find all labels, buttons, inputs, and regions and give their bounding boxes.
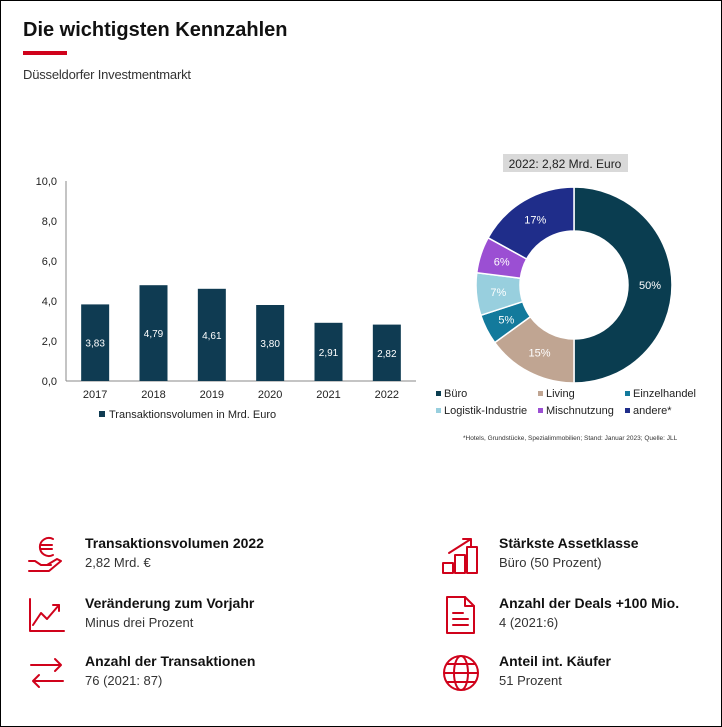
slice-value-label: 7% (490, 287, 506, 299)
y-tick-label: 0,0 (42, 376, 57, 388)
y-tick-label: 8,0 (42, 216, 57, 228)
x-tick-label: 2018 (141, 389, 165, 401)
kpi-label: Anteil int. Käufer (499, 653, 612, 669)
kpi-value: Minus drei Prozent (85, 615, 194, 630)
x-tick-label: 2020 (258, 389, 282, 401)
legend-swatch (625, 408, 630, 413)
donut-footnote: *Hotels, Grundstücke, Spezialimmobilien;… (463, 435, 678, 442)
kpi-label: Transaktionsvolumen 2022 (85, 535, 264, 551)
bar (81, 304, 110, 381)
kpi-value: 76 (2021: 87) (85, 673, 163, 688)
donut-chart: 2022: 2,82 Mrd. Euro 50% 15% 5% 7% 6% 17% Büro L… (436, 154, 696, 442)
page-title: Die wichtigsten Kennzahlen (23, 19, 288, 41)
x-tick-label: 2022 (375, 389, 399, 401)
legend-label: Einzelhandel (633, 388, 696, 400)
legend-swatch (436, 391, 441, 396)
bar-value-label: 4,79 (144, 329, 164, 340)
exchange-arrows-icon (30, 658, 64, 688)
bar (314, 322, 343, 381)
bar-chart: 0,0 2,0 4,0 6,0 8,0 10,0 3,83 2017 4,79 2018 4,61 2… (36, 176, 416, 421)
donut-slice (573, 186, 673, 384)
kpi-value: 51 Prozent (499, 673, 562, 688)
euro-hand-icon (28, 537, 62, 572)
legend-label: Mischnutzung (546, 405, 614, 417)
bar-value-label: 4,61 (202, 331, 222, 342)
bar (139, 285, 168, 381)
legend-swatch (538, 408, 543, 413)
slice-value-label: 6% (494, 257, 510, 269)
y-tick-label: 4,0 (42, 296, 57, 308)
legend-swatch (99, 411, 105, 417)
y-tick-label: 6,0 (42, 256, 57, 268)
legend-label: Logistik-Industrie (444, 405, 527, 417)
x-tick-label: 2019 (200, 389, 224, 401)
trend-chart-icon (29, 598, 65, 632)
title-accent-bar (23, 51, 67, 55)
bar-value-label: 3,80 (260, 339, 280, 350)
kpi-value: 2,82 Mrd. € (85, 555, 151, 570)
legend-label: Living (546, 388, 575, 400)
legend-swatch (625, 391, 630, 396)
donut-title-box (503, 154, 628, 172)
bar-value-label: 2,91 (319, 348, 339, 359)
slice-value-label: 50% (639, 280, 661, 292)
x-tick-label: 2021 (316, 389, 340, 401)
legend-swatch (436, 408, 441, 413)
kpi-label: Veränderung zum Vorjahr (85, 595, 255, 611)
kpi-label: Anzahl der Transaktionen (85, 653, 256, 669)
slice-value-label: 15% (528, 348, 550, 360)
globe-icon (443, 655, 479, 691)
legend-swatch (538, 391, 543, 396)
y-tick-label: 2,0 (42, 336, 57, 348)
bar (256, 305, 285, 381)
bar (197, 288, 226, 381)
document-icon (446, 596, 475, 634)
legend-label: Büro (444, 388, 467, 400)
kpi-label: Stärkste Assetklasse (499, 535, 639, 551)
legend-label: andere* (633, 405, 672, 417)
slice-value-label: 5% (498, 315, 514, 327)
kpi-value: 4 (2021:6) (499, 615, 559, 630)
bar-value-label: 3,83 (85, 339, 105, 350)
page-subtitle: Düsseldorfer Investmentmarkt (23, 67, 191, 82)
donut-title: 2022: 2,82 Mrd. Euro (509, 157, 622, 171)
x-tick-label: 2017 (83, 389, 107, 401)
slice-value-label: 17% (524, 215, 546, 227)
legend-label: Transaktionsvolumen in Mrd. Euro (109, 409, 276, 421)
y-tick-label: 10,0 (36, 176, 57, 188)
kpi-label: Anzahl der Deals +100 Mio. (499, 595, 680, 611)
donut-slice (487, 186, 575, 261)
bar (372, 324, 401, 381)
kpi-value: Büro (50 Prozent) (499, 555, 602, 570)
bar-value-label: 2,82 (377, 349, 397, 360)
bar-steps-icon (442, 538, 478, 574)
